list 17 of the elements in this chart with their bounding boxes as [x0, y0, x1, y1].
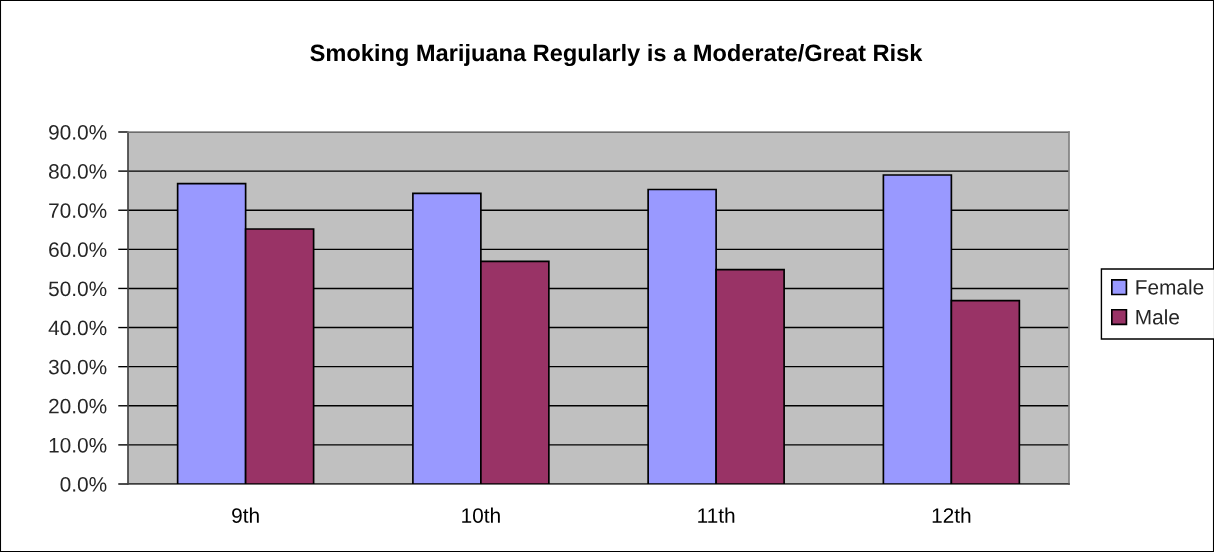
y-tick-label: 10.0%: [49, 437, 107, 453]
y-tick-label: 40.0%: [48, 320, 107, 336]
y-tick-label: 50.0%: [48, 281, 107, 297]
y-tick-label: 0.0%: [60, 477, 107, 492]
y-tick-label: 70.0%: [49, 203, 107, 218]
x-tick-label: 10th: [462, 507, 500, 523]
x-tick-label: 9th: [232, 507, 259, 523]
legend-label: Male: [1136, 309, 1179, 325]
y-tick-label: 80.0%: [49, 164, 107, 179]
chart-title: Smoking Marijuana Regularly is a Moderate/Great Risk: [310, 43, 923, 67]
y-tick-label: 20.0%: [49, 398, 107, 414]
x-tick-label: 11th: [698, 507, 735, 523]
y-tick-label: 60.0%: [49, 242, 107, 258]
x-tick-label: 12th: [932, 507, 971, 523]
legend-label: Female: [1136, 279, 1204, 295]
y-tick-label: 30.0%: [48, 359, 107, 375]
y-tick-label: 90.0%: [49, 125, 107, 140]
